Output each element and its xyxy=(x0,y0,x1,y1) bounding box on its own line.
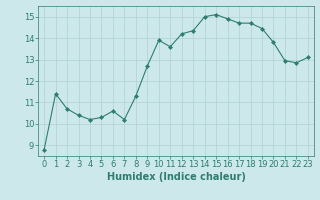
X-axis label: Humidex (Indice chaleur): Humidex (Indice chaleur) xyxy=(107,172,245,182)
